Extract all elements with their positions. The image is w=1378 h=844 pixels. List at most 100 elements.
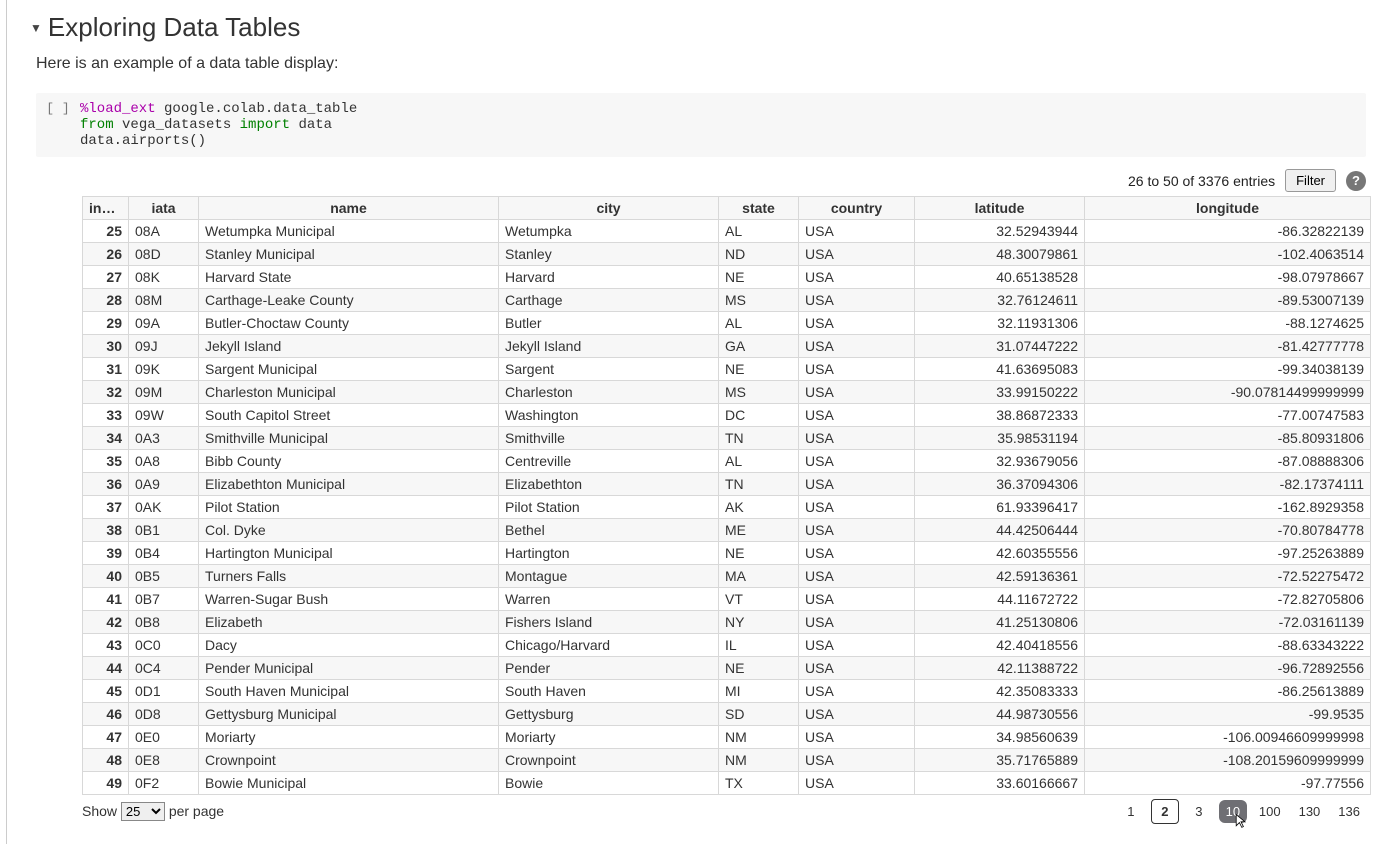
page-3[interactable]: 3 bbox=[1185, 800, 1213, 823]
page-136[interactable]: 136 bbox=[1332, 800, 1366, 823]
table-row[interactable]: 2508AWetumpka MunicipalWetumpkaALUSA32.5… bbox=[83, 220, 1371, 243]
cell-latitude: 41.63695083 bbox=[915, 358, 1085, 381]
filter-button[interactable]: Filter bbox=[1285, 169, 1336, 192]
table-row[interactable]: 2909AButler-Choctaw CountyButlerALUSA32.… bbox=[83, 312, 1371, 335]
section-header[interactable]: ▼ Exploring Data Tables bbox=[30, 12, 1366, 43]
table-row[interactable]: 2608DStanley MunicipalStanleyNDUSA48.300… bbox=[83, 243, 1371, 266]
table-row[interactable]: 3109KSargent MunicipalSargentNEUSA41.636… bbox=[83, 358, 1371, 381]
cell-city: Gettysburg bbox=[499, 703, 719, 726]
page-2[interactable]: 2 bbox=[1151, 799, 1179, 824]
cell-iata: 0D1 bbox=[129, 680, 199, 703]
cell-latitude: 44.42506444 bbox=[915, 519, 1085, 542]
cell-city: Centreville bbox=[499, 450, 719, 473]
cell-longitude: -72.03161139 bbox=[1085, 611, 1371, 634]
cell-longitude: -108.20159609999999 bbox=[1085, 749, 1371, 772]
cell-name: Elizabethton Municipal bbox=[199, 473, 499, 496]
cell-iata: 0D8 bbox=[129, 703, 199, 726]
cell-index: 48 bbox=[83, 749, 129, 772]
cell-city: Harvard bbox=[499, 266, 719, 289]
table-row[interactable]: 490F2Bowie MunicipalBowieTXUSA33.6016666… bbox=[83, 772, 1371, 795]
page-1[interactable]: 1 bbox=[1117, 800, 1145, 823]
cell-longitude: -90.07814499999999 bbox=[1085, 381, 1371, 404]
table-row[interactable]: 480E8CrownpointCrownpointNMUSA35.7176588… bbox=[83, 749, 1371, 772]
col-index[interactable]: index bbox=[83, 197, 129, 220]
cell-latitude: 41.25130806 bbox=[915, 611, 1085, 634]
cell-name: Smithville Municipal bbox=[199, 427, 499, 450]
cell-country: USA bbox=[799, 220, 915, 243]
cell-iata: 0AK bbox=[129, 496, 199, 519]
cursor-icon bbox=[1233, 813, 1249, 829]
cell-name: Hartington Municipal bbox=[199, 542, 499, 565]
table-row[interactable]: 450D1South Haven MunicipalSouth HavenMIU… bbox=[83, 680, 1371, 703]
cell-city: Moriarty bbox=[499, 726, 719, 749]
cell-country: USA bbox=[799, 358, 915, 381]
cell-state: ME bbox=[719, 519, 799, 542]
table-row[interactable]: 2708KHarvard StateHarvardNEUSA40.6513852… bbox=[83, 266, 1371, 289]
cell-index: 27 bbox=[83, 266, 129, 289]
pager: 123 10 100 130136 bbox=[1117, 799, 1366, 824]
cell-index: 37 bbox=[83, 496, 129, 519]
table-row[interactable]: 420B8ElizabethFishers IslandNYUSA41.2513… bbox=[83, 611, 1371, 634]
cell-latitude: 40.65138528 bbox=[915, 266, 1085, 289]
cell-latitude: 35.71765889 bbox=[915, 749, 1085, 772]
cell-city: Pilot Station bbox=[499, 496, 719, 519]
table-row[interactable]: 3209MCharleston MunicipalCharlestonMSUSA… bbox=[83, 381, 1371, 404]
table-row[interactable]: 390B4Hartington MunicipalHartingtonNEUSA… bbox=[83, 542, 1371, 565]
table-row[interactable]: 3309WSouth Capitol StreetWashingtonDCUSA… bbox=[83, 404, 1371, 427]
table-row[interactable]: 380B1Col. DykeBethelMEUSA44.42506444-70.… bbox=[83, 519, 1371, 542]
table-row[interactable]: 2808MCarthage-Leake CountyCarthageMSUSA3… bbox=[83, 289, 1371, 312]
table-row[interactable]: 410B7Warren-Sugar BushWarrenVTUSA44.1167… bbox=[83, 588, 1371, 611]
table-row[interactable]: 460D8Gettysburg MunicipalGettysburgSDUSA… bbox=[83, 703, 1371, 726]
cell-city: Crownpoint bbox=[499, 749, 719, 772]
cell-state: AL bbox=[719, 312, 799, 335]
table-row[interactable]: 360A9Elizabethton MunicipalElizabethtonT… bbox=[83, 473, 1371, 496]
cell-name: Gettysburg Municipal bbox=[199, 703, 499, 726]
table-row[interactable]: 430C0DacyChicago/HarvardILUSA42.40418556… bbox=[83, 634, 1371, 657]
cell-index: 49 bbox=[83, 772, 129, 795]
cell-latitude: 42.40418556 bbox=[915, 634, 1085, 657]
cell-country: USA bbox=[799, 726, 915, 749]
table-row[interactable]: 370AKPilot StationPilot StationAKUSA61.9… bbox=[83, 496, 1371, 519]
cell-longitude: -99.34038139 bbox=[1085, 358, 1371, 381]
col-name[interactable]: name bbox=[199, 197, 499, 220]
cell-latitude: 42.59136361 bbox=[915, 565, 1085, 588]
col-longitude[interactable]: longitude bbox=[1085, 197, 1371, 220]
cell-name: Carthage-Leake County bbox=[199, 289, 499, 312]
cell-latitude: 32.76124611 bbox=[915, 289, 1085, 312]
page-100[interactable]: 100 bbox=[1253, 800, 1287, 823]
cell-iata: 0B1 bbox=[129, 519, 199, 542]
cell-city: Wetumpka bbox=[499, 220, 719, 243]
table-row[interactable]: 350A8Bibb CountyCentrevilleALUSA32.93679… bbox=[83, 450, 1371, 473]
cell-state: AL bbox=[719, 450, 799, 473]
cell-city: Jekyll Island bbox=[499, 335, 719, 358]
cell-name: Elizabeth bbox=[199, 611, 499, 634]
cell-latitude: 38.86872333 bbox=[915, 404, 1085, 427]
table-row[interactable]: 440C4Pender MunicipalPenderNEUSA42.11388… bbox=[83, 657, 1371, 680]
help-icon[interactable]: ? bbox=[1346, 171, 1366, 191]
col-country[interactable]: country bbox=[799, 197, 915, 220]
bottom-bar: Show 102550100 per page 12310100130136 bbox=[82, 799, 1366, 824]
cell-city: Bowie bbox=[499, 772, 719, 795]
cell-state: NM bbox=[719, 749, 799, 772]
page-130[interactable]: 130 bbox=[1293, 800, 1327, 823]
col-state[interactable]: state bbox=[719, 197, 799, 220]
col-iata[interactable]: iata bbox=[129, 197, 199, 220]
cell-state: NE bbox=[719, 266, 799, 289]
table-row[interactable]: 400B5Turners FallsMontagueMAUSA42.591363… bbox=[83, 565, 1371, 588]
table-row[interactable]: 340A3Smithville MunicipalSmithvilleTNUSA… bbox=[83, 427, 1371, 450]
col-latitude[interactable]: latitude bbox=[915, 197, 1085, 220]
table-row[interactable]: 470E0MoriartyMoriartyNMUSA34.98560639-10… bbox=[83, 726, 1371, 749]
page-10[interactable]: 10 bbox=[1219, 800, 1247, 823]
cell-iata: 08D bbox=[129, 243, 199, 266]
cell-name: Moriarty bbox=[199, 726, 499, 749]
cell-index: 34 bbox=[83, 427, 129, 450]
cell-name: Bibb County bbox=[199, 450, 499, 473]
code-cell[interactable]: [ ] %load_ext google.colab.data_table fr… bbox=[36, 93, 1366, 157]
cell-country: USA bbox=[799, 772, 915, 795]
code-content[interactable]: %load_ext google.colab.data_table from v… bbox=[80, 93, 1366, 157]
col-city[interactable]: city bbox=[499, 197, 719, 220]
page-size-select[interactable]: 102550100 bbox=[121, 802, 165, 821]
cell-country: USA bbox=[799, 657, 915, 680]
show-label-prefix: Show bbox=[82, 803, 117, 819]
table-row[interactable]: 3009JJekyll IslandJekyll IslandGAUSA31.0… bbox=[83, 335, 1371, 358]
